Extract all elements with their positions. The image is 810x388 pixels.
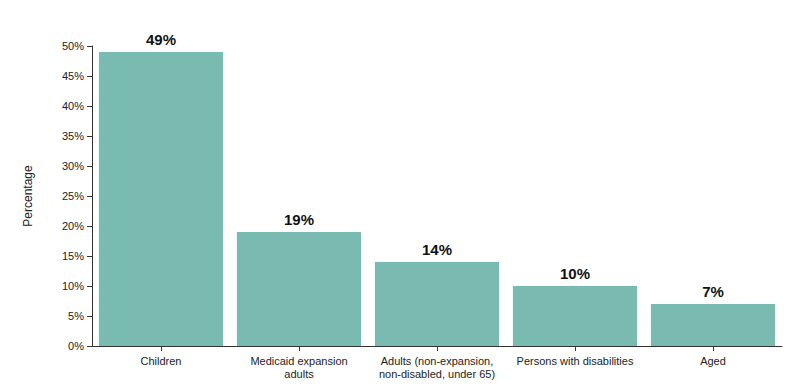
svg-text:Persons with disabilities: Persons with disabilities bbox=[517, 355, 634, 367]
svg-text:10%: 10% bbox=[560, 265, 590, 282]
svg-text:35%: 35% bbox=[62, 130, 84, 142]
svg-text:45%: 45% bbox=[62, 70, 84, 82]
svg-text:50%: 50% bbox=[62, 40, 84, 52]
svg-text:Children: Children bbox=[141, 355, 182, 367]
svg-text:20%: 20% bbox=[62, 220, 84, 232]
svg-text:Adults (non-expansion,: Adults (non-expansion, bbox=[381, 355, 494, 367]
svg-text:7%: 7% bbox=[702, 283, 724, 300]
svg-text:adults: adults bbox=[284, 368, 314, 380]
svg-text:Aged: Aged bbox=[700, 355, 726, 367]
svg-text:14%: 14% bbox=[422, 241, 452, 258]
svg-text:19%: 19% bbox=[284, 211, 314, 228]
svg-text:25%: 25% bbox=[62, 190, 84, 202]
svg-text:15%: 15% bbox=[62, 250, 84, 262]
svg-text:Percentage: Percentage bbox=[21, 165, 35, 227]
svg-text:0%: 0% bbox=[68, 340, 84, 352]
svg-text:Medicaid expansion: Medicaid expansion bbox=[250, 355, 347, 367]
svg-text:40%: 40% bbox=[62, 100, 84, 112]
svg-text:49%: 49% bbox=[146, 31, 176, 48]
svg-text:30%: 30% bbox=[62, 160, 84, 172]
svg-text:5%: 5% bbox=[68, 310, 84, 322]
svg-text:non-disabled, under 65): non-disabled, under 65) bbox=[379, 368, 495, 380]
svg-text:10%: 10% bbox=[62, 280, 84, 292]
